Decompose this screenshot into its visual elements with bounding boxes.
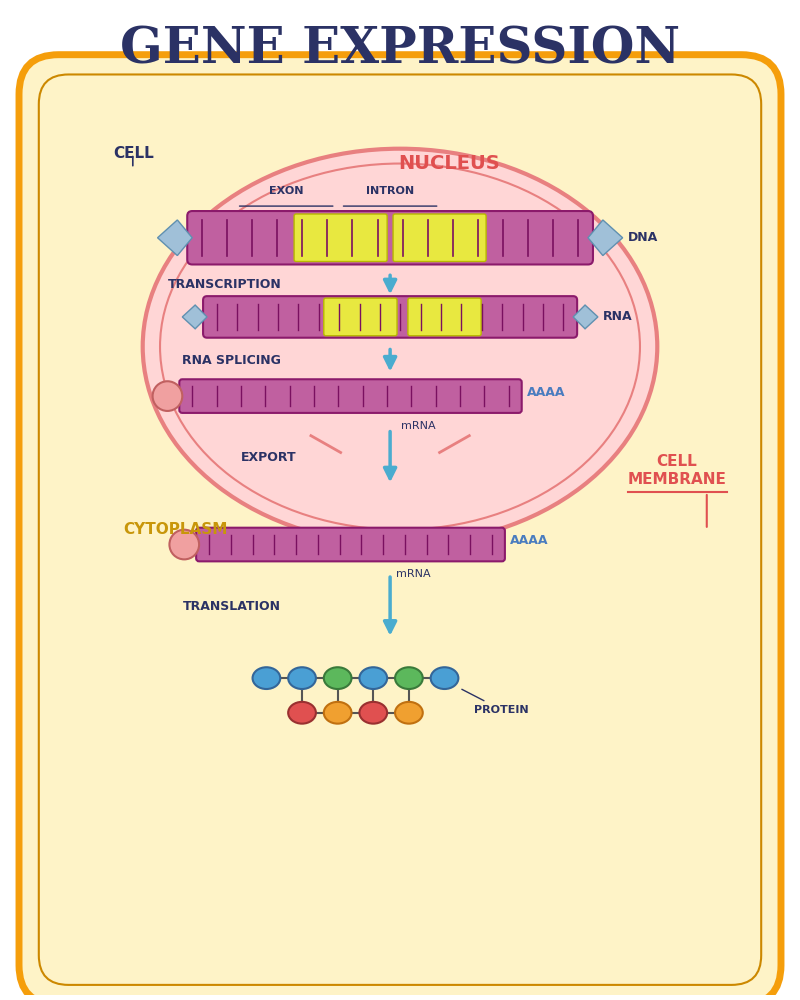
- Text: GENE EXPRESSION: GENE EXPRESSION: [120, 25, 680, 74]
- FancyBboxPatch shape: [294, 214, 387, 262]
- Text: mRNA: mRNA: [396, 569, 430, 579]
- Polygon shape: [182, 305, 207, 329]
- Text: PROTEIN: PROTEIN: [462, 689, 529, 715]
- Text: AAAA: AAAA: [526, 386, 565, 399]
- FancyBboxPatch shape: [408, 298, 481, 336]
- Text: EXPORT: EXPORT: [241, 451, 296, 464]
- Text: NUCLEUS: NUCLEUS: [398, 154, 500, 173]
- FancyBboxPatch shape: [187, 211, 593, 264]
- FancyBboxPatch shape: [179, 379, 522, 413]
- Circle shape: [170, 530, 199, 559]
- Ellipse shape: [324, 702, 351, 724]
- Ellipse shape: [359, 702, 387, 724]
- Text: INTRON: INTRON: [366, 186, 414, 196]
- Text: RNA SPLICING: RNA SPLICING: [182, 354, 282, 367]
- Polygon shape: [588, 220, 622, 256]
- Ellipse shape: [288, 702, 316, 724]
- Ellipse shape: [430, 667, 458, 689]
- Text: CYTOPLASM: CYTOPLASM: [123, 522, 227, 537]
- Ellipse shape: [395, 702, 422, 724]
- Ellipse shape: [324, 667, 351, 689]
- Ellipse shape: [288, 667, 316, 689]
- Polygon shape: [158, 220, 192, 256]
- Text: EXON: EXON: [269, 186, 303, 196]
- Text: TRANSCRIPTION: TRANSCRIPTION: [167, 278, 282, 291]
- Ellipse shape: [142, 149, 658, 545]
- Polygon shape: [573, 305, 598, 329]
- FancyBboxPatch shape: [203, 296, 577, 338]
- Ellipse shape: [359, 667, 387, 689]
- Text: AAAA: AAAA: [510, 534, 548, 547]
- Text: CELL
MEMBRANE: CELL MEMBRANE: [628, 454, 726, 487]
- FancyBboxPatch shape: [19, 55, 781, 1000]
- Text: RNA: RNA: [603, 310, 633, 323]
- Text: CELL: CELL: [113, 146, 154, 161]
- Text: mRNA: mRNA: [401, 421, 436, 431]
- Text: DNA: DNA: [628, 231, 658, 244]
- Ellipse shape: [253, 667, 280, 689]
- FancyBboxPatch shape: [196, 528, 505, 561]
- FancyBboxPatch shape: [393, 214, 486, 262]
- Text: TRANSLATION: TRANSLATION: [183, 600, 282, 613]
- Circle shape: [153, 381, 182, 411]
- FancyBboxPatch shape: [324, 298, 397, 336]
- Ellipse shape: [395, 667, 422, 689]
